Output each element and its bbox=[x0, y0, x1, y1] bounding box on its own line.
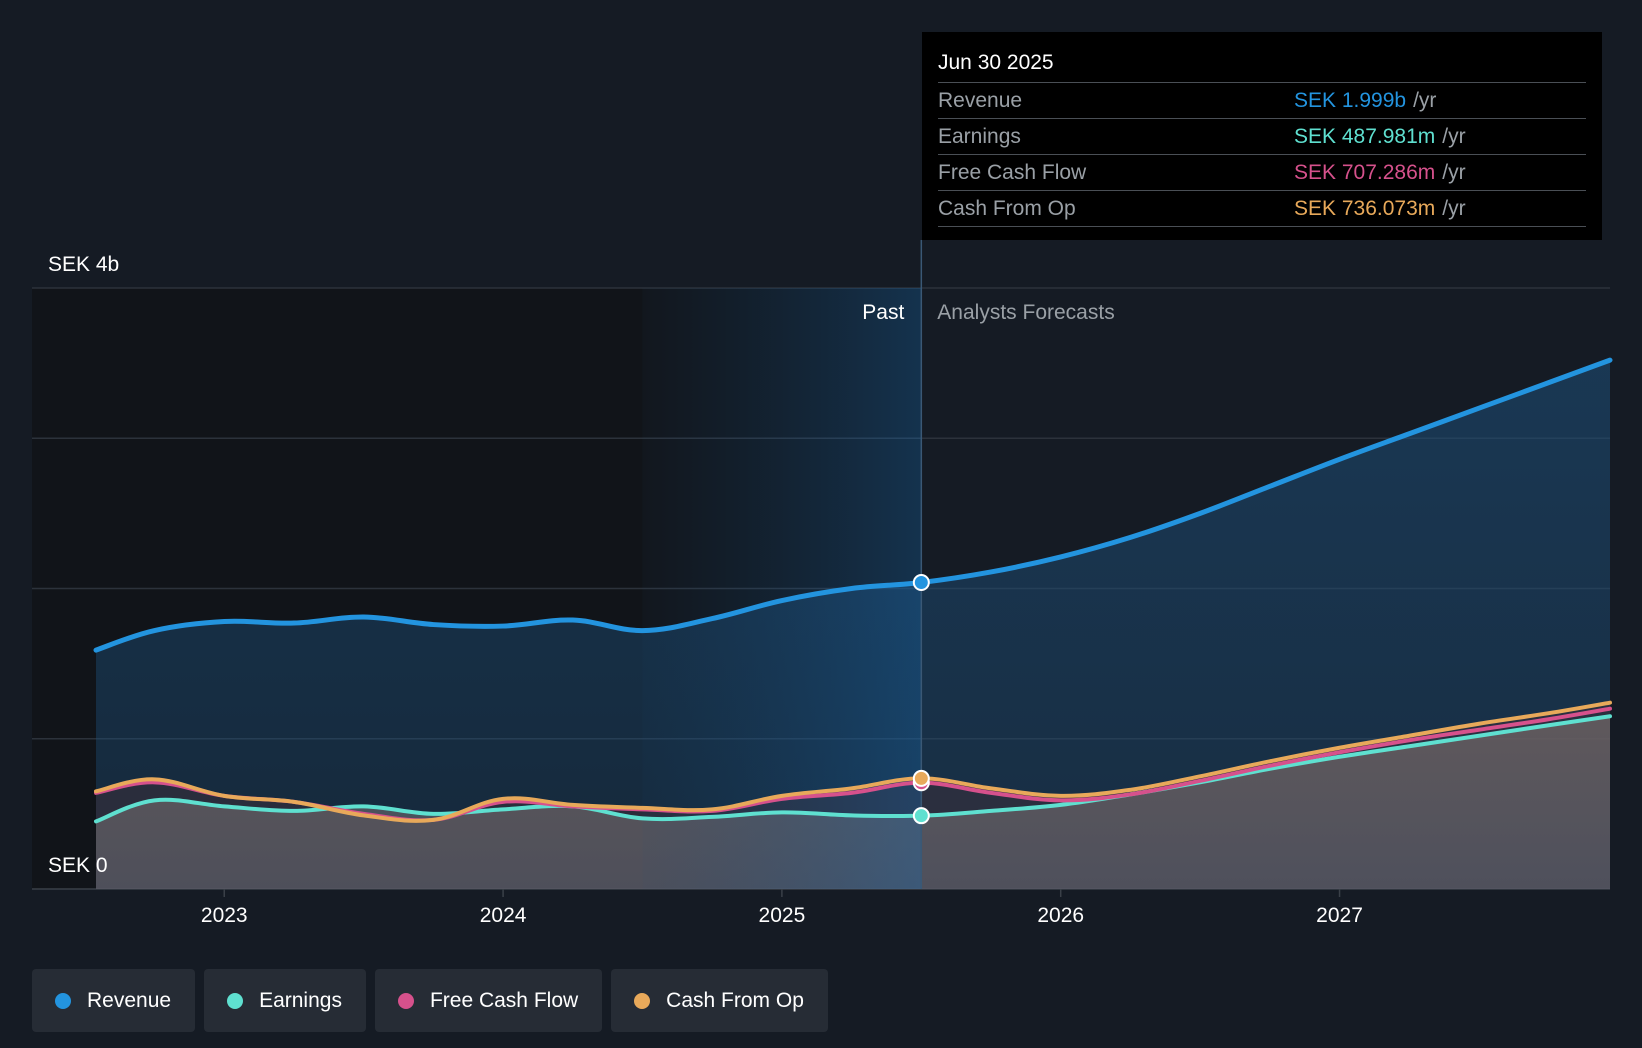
tooltip-row-cash-from-op: Cash From Op SEK 736.073m /yr bbox=[938, 190, 1586, 227]
tooltip-label: Earnings bbox=[938, 124, 1021, 148]
x-tick-label: 2024 bbox=[480, 904, 527, 927]
cfo-line bbox=[94, 700, 1612, 823]
tooltip-value: SEK 1.999b bbox=[1294, 88, 1407, 112]
x-tick-label: 2023 bbox=[201, 904, 248, 927]
x-tick-label: 2025 bbox=[759, 904, 806, 927]
legend-label: Revenue bbox=[87, 988, 172, 1012]
legend-dot-icon bbox=[397, 992, 414, 1009]
y-axis-top-label: SEK 4b bbox=[48, 253, 119, 276]
tooltip-label: Cash From Op bbox=[938, 196, 1076, 220]
earnings-line bbox=[94, 714, 1612, 824]
revenue-line bbox=[93, 357, 1613, 653]
tooltip-row-revenue: Revenue SEK 1.999b /yr bbox=[938, 82, 1586, 118]
y-axis-bottom-label: SEK 0 bbox=[48, 854, 108, 877]
forecast-label: Analysts Forecasts bbox=[937, 301, 1114, 324]
tooltip-value: SEK 707.286m bbox=[1294, 160, 1436, 184]
tooltip-unit: /yr bbox=[1442, 160, 1466, 184]
tooltip-row-earnings: Earnings SEK 487.981m /yr bbox=[938, 118, 1586, 154]
tooltip-label: Free Cash Flow bbox=[938, 160, 1087, 184]
tooltip-unit: /yr bbox=[1442, 124, 1466, 148]
earnings-area bbox=[96, 716, 1610, 889]
revenue-marker bbox=[912, 573, 930, 591]
legend: Revenue Earnings Free Cash Flow Cash Fro… bbox=[32, 969, 828, 1032]
tooltip-label: Revenue bbox=[938, 88, 1023, 112]
tooltip: Jun 30 2025 Revenue SEK 1.999b /yr Earni… bbox=[922, 32, 1602, 240]
legend-dot-icon bbox=[227, 992, 244, 1009]
tooltip-date: Jun 30 2025 bbox=[938, 51, 1054, 74]
past-label: Past bbox=[862, 301, 904, 324]
legend-label: Cash From Op bbox=[666, 988, 804, 1012]
legend-item-earnings[interactable]: Earnings bbox=[204, 969, 366, 1032]
tooltip-unit: /yr bbox=[1442, 196, 1466, 220]
legend-label: Earnings bbox=[259, 988, 342, 1012]
legend-dot-icon bbox=[634, 992, 651, 1009]
legend-item-revenue[interactable]: Revenue bbox=[32, 969, 196, 1032]
legend-label: Free Cash Flow bbox=[429, 988, 579, 1012]
legend-item-cash-from-op[interactable]: Cash From Op bbox=[611, 969, 828, 1032]
legend-dot-icon bbox=[55, 992, 71, 1009]
tooltip-unit: /yr bbox=[1413, 88, 1437, 112]
x-tick-label: 2027 bbox=[1316, 904, 1363, 927]
tooltip-value: SEK 736.073m bbox=[1294, 196, 1436, 220]
cfo-marker bbox=[912, 769, 930, 787]
tooltip-value: SEK 487.981m bbox=[1294, 124, 1436, 148]
x-tick-label: 2026 bbox=[1037, 904, 1084, 927]
legend-item-free-cash-flow[interactable]: Free Cash Flow bbox=[374, 969, 603, 1032]
tooltip-row-free-cash-flow: Free Cash Flow SEK 707.286m /yr bbox=[938, 154, 1586, 190]
earnings-marker bbox=[912, 807, 930, 825]
